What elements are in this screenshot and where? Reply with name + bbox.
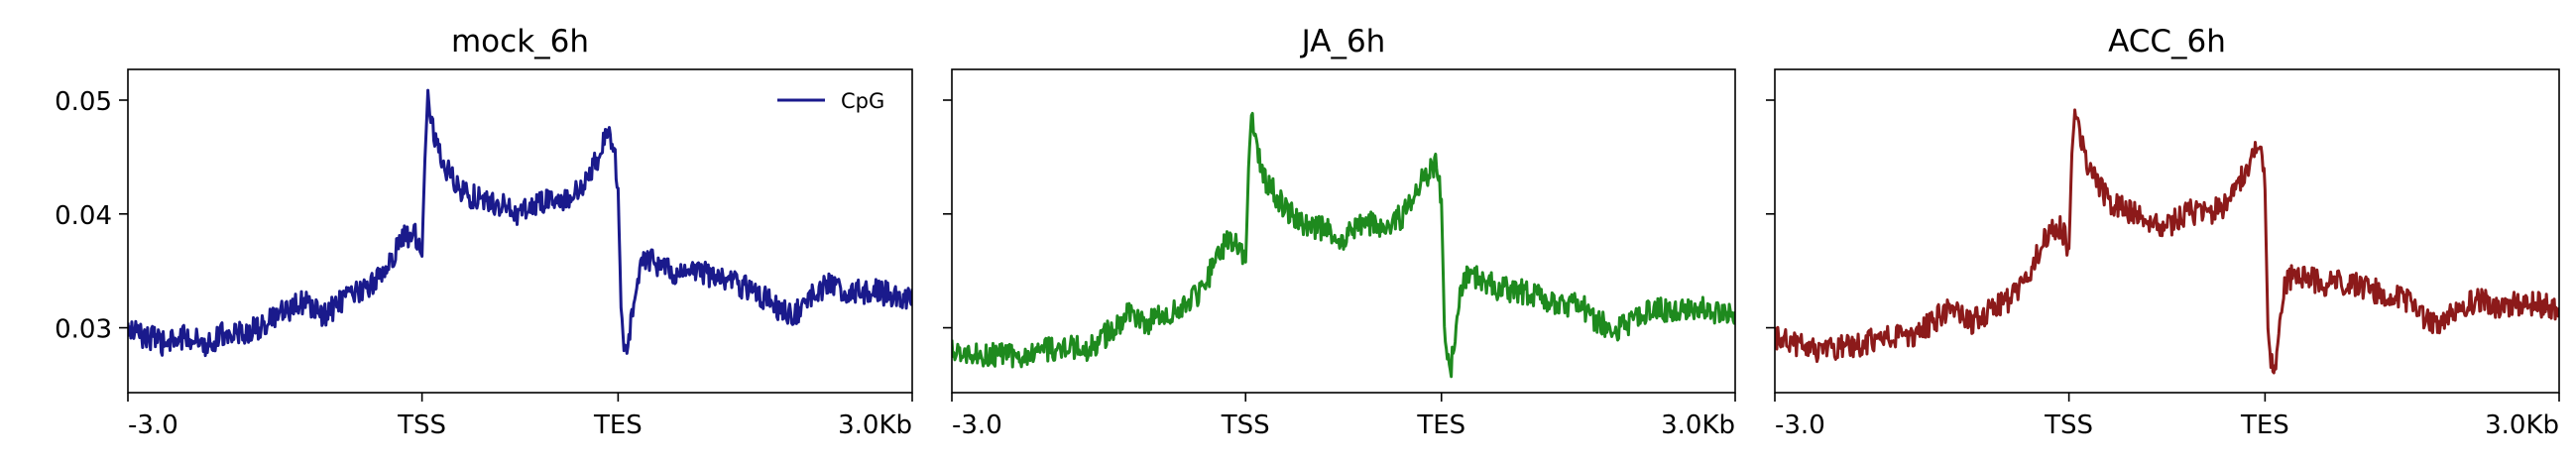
y-tick-label: 0.03 bbox=[55, 315, 112, 345]
chart-title: JA_6h bbox=[1300, 24, 1386, 59]
x-tick-label: TSS bbox=[397, 410, 446, 440]
chart-panel-3: ACC_6h -3.0 TSS TES 3.0Kb bbox=[1766, 24, 2560, 440]
y-tick-label: 0.05 bbox=[55, 87, 112, 117]
legend: CpG bbox=[777, 89, 884, 113]
x-tick-label: -3.0 bbox=[952, 410, 1002, 440]
series-line-signal bbox=[952, 111, 1735, 379]
x-tick-label: -3.0 bbox=[1775, 410, 1825, 440]
chart-title: ACC_6h bbox=[2108, 24, 2226, 59]
plot-frame bbox=[127, 68, 913, 394]
chart-panel-1: mock_6h 0.03 0.04 0.05 -3.0 TSS TES 3.0Kb CpG bbox=[55, 24, 913, 440]
plot-frame bbox=[1774, 68, 2560, 394]
series-line-signal bbox=[1775, 108, 2559, 375]
legend-label: CpG bbox=[841, 89, 884, 113]
x-tick-label: 3.0Kb bbox=[2485, 410, 2559, 440]
panels: mock_6h 0.03 0.04 0.05 -3.0 TSS TES 3.0Kb CpG JA_… bbox=[55, 24, 2560, 440]
x-tick-label: TSS bbox=[2044, 410, 2093, 440]
x-tick-label: 3.0Kb bbox=[1661, 410, 1735, 440]
x-tick-label: TES bbox=[593, 410, 643, 440]
series-line-cpg bbox=[128, 88, 912, 358]
chart-panel-2: JA_6h -3.0 TSS TES 3.0Kb bbox=[943, 24, 1736, 440]
plot-frame bbox=[951, 68, 1736, 394]
x-tick-label: TES bbox=[1416, 410, 1465, 440]
x-tick-label: TES bbox=[2240, 410, 2289, 440]
x-tick-label: -3.0 bbox=[128, 410, 178, 440]
x-tick-label: 3.0Kb bbox=[838, 410, 912, 440]
x-tick-label: TSS bbox=[1221, 410, 1270, 440]
y-tick-label: 0.04 bbox=[55, 201, 112, 231]
chart-title: mock_6h bbox=[451, 24, 589, 59]
